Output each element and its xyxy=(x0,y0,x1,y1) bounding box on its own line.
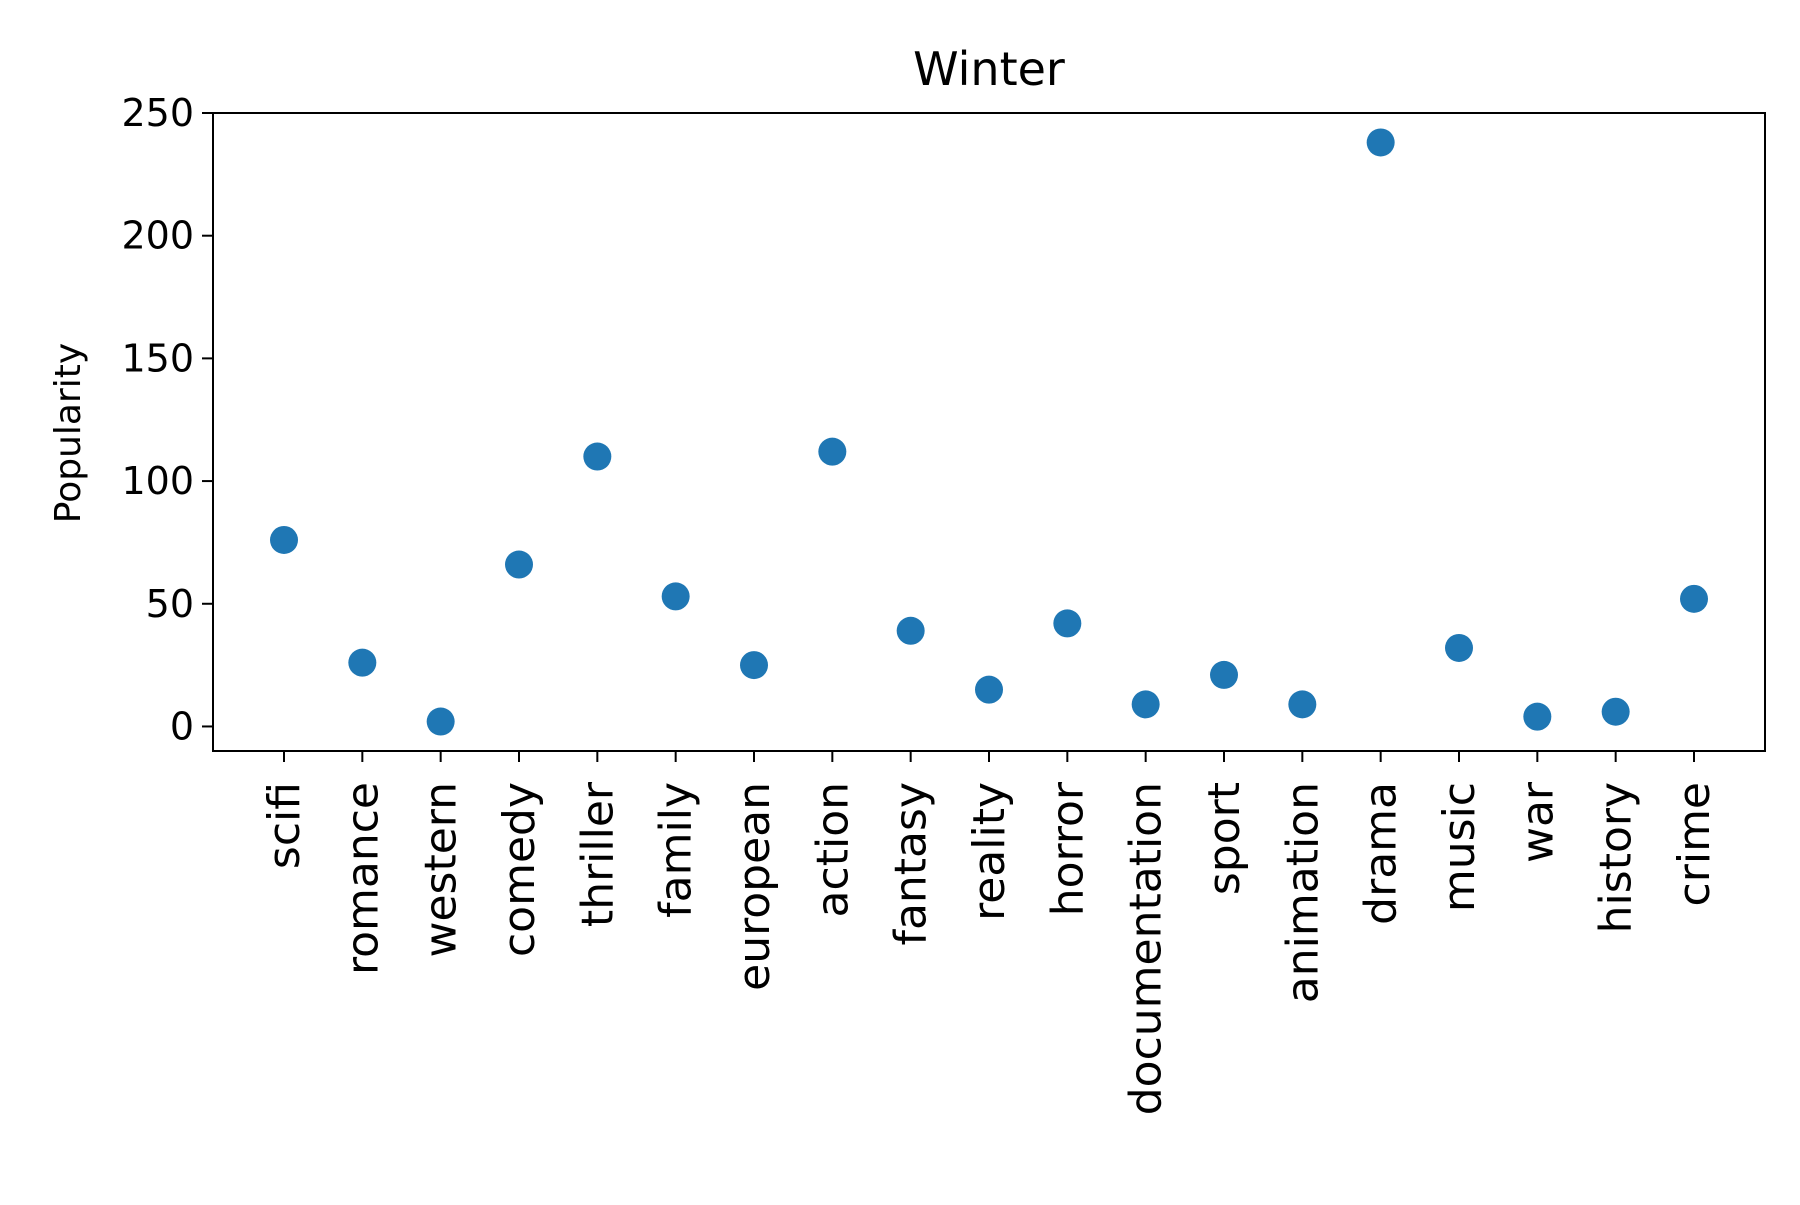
y-tick-label: 150 xyxy=(121,336,194,380)
data-point-history xyxy=(1601,697,1630,726)
x-tick-label: reality xyxy=(964,782,1015,921)
data-point-western xyxy=(426,707,455,736)
y-tick-label: 0 xyxy=(170,704,194,748)
data-point-documentation xyxy=(1131,690,1160,719)
x-tick-label: drama xyxy=(1356,782,1407,925)
chart-title: Winter xyxy=(913,42,1065,96)
x-tick-label: fantasy xyxy=(886,782,937,946)
data-point-music xyxy=(1445,633,1473,662)
data-point-european xyxy=(740,651,768,680)
y-axis-label: Popularity xyxy=(48,343,89,523)
data-point-animation xyxy=(1288,690,1317,719)
x-tick-label: documentation xyxy=(1121,782,1172,1115)
x-tick-label: music xyxy=(1434,782,1485,912)
data-point-romance xyxy=(348,648,377,677)
data-point-thriller xyxy=(583,442,612,471)
x-tick-label: horror xyxy=(1042,781,1093,916)
plot-area-frame xyxy=(212,112,1766,752)
data-point-scifi xyxy=(270,525,298,554)
data-point-family xyxy=(661,582,690,611)
x-tick-label: thriller xyxy=(572,781,623,927)
x-axis-ticks: scifi romance western comedy thriller family e… xyxy=(259,751,1720,1115)
x-tick-label: european xyxy=(729,782,780,991)
y-tick-label: 250 xyxy=(121,91,194,135)
data-point-fantasy xyxy=(896,616,925,645)
x-tick-label: action xyxy=(807,782,858,917)
x-tick-label: comedy xyxy=(494,782,545,957)
y-tick-label: 50 xyxy=(146,582,194,626)
data-points xyxy=(270,128,1708,736)
x-tick-label: history xyxy=(1591,782,1642,933)
data-point-war xyxy=(1523,702,1552,731)
data-point-horror xyxy=(1053,609,1082,638)
x-tick-label: western xyxy=(416,782,467,958)
data-point-reality xyxy=(975,675,1003,704)
x-tick-label: sport xyxy=(1199,782,1250,895)
data-point-action xyxy=(818,437,847,466)
y-axis-ticks: 0 50 100 150 200 250 xyxy=(121,91,213,748)
data-point-sport xyxy=(1210,660,1238,689)
x-tick-label: animation xyxy=(1277,782,1328,1003)
data-point-comedy xyxy=(505,550,533,579)
x-tick-label: war xyxy=(1512,781,1563,863)
x-tick-label: family xyxy=(651,782,702,918)
data-point-crime xyxy=(1680,584,1708,613)
x-tick-label: scifi xyxy=(259,782,310,869)
y-tick-label: 100 xyxy=(121,459,194,503)
x-tick-label: crime xyxy=(1669,782,1720,906)
y-tick-label: 200 xyxy=(121,214,194,258)
data-point-drama xyxy=(1366,128,1395,157)
x-tick-label: romance xyxy=(337,782,388,975)
